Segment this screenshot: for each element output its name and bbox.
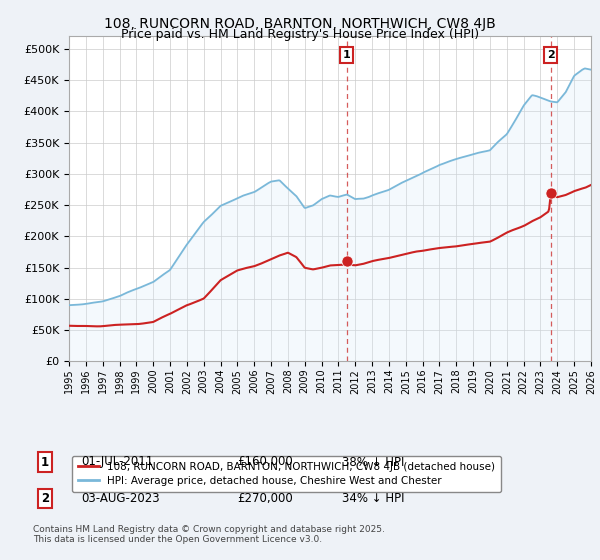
Text: 34% ↓ HPI: 34% ↓ HPI [342, 492, 404, 505]
Text: 03-AUG-2023: 03-AUG-2023 [81, 492, 160, 505]
Text: Contains HM Land Registry data © Crown copyright and database right 2025.
This d: Contains HM Land Registry data © Crown c… [33, 525, 385, 544]
Legend: 108, RUNCORN ROAD, BARNTON, NORTHWICH, CW8 4JB (detached house), HPI: Average pr: 108, RUNCORN ROAD, BARNTON, NORTHWICH, C… [71, 456, 501, 492]
Text: 1: 1 [343, 50, 351, 60]
Text: 01-JUL-2011: 01-JUL-2011 [81, 455, 153, 469]
Text: 2: 2 [547, 50, 554, 60]
Text: £160,000: £160,000 [237, 455, 293, 469]
Text: 1: 1 [41, 455, 49, 469]
Text: 2: 2 [41, 492, 49, 505]
Text: Price paid vs. HM Land Registry's House Price Index (HPI): Price paid vs. HM Land Registry's House … [121, 28, 479, 41]
Text: £270,000: £270,000 [237, 492, 293, 505]
Text: 38% ↓ HPI: 38% ↓ HPI [342, 455, 404, 469]
Text: 108, RUNCORN ROAD, BARNTON, NORTHWICH, CW8 4JB: 108, RUNCORN ROAD, BARNTON, NORTHWICH, C… [104, 16, 496, 30]
